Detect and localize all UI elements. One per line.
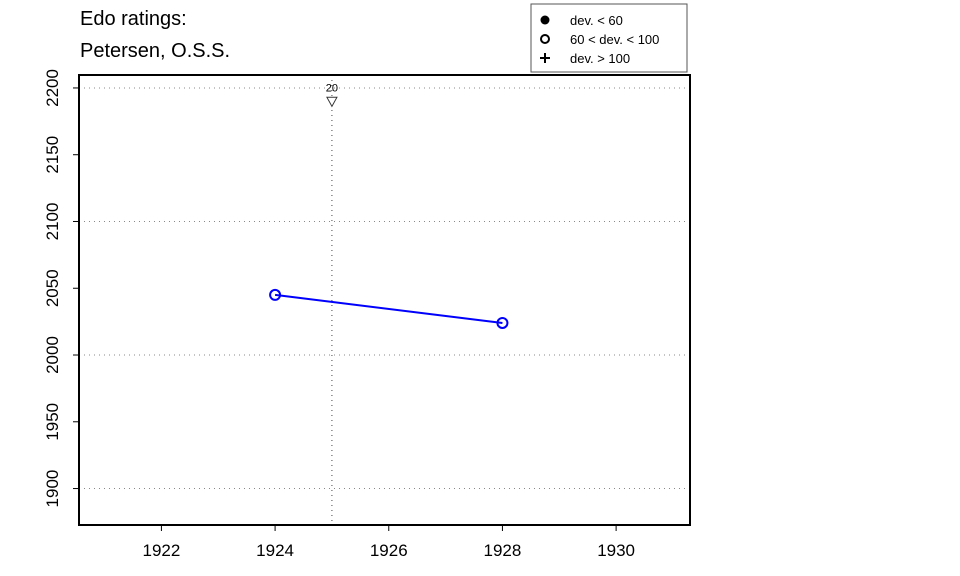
y-tick-label: 1900 (43, 470, 62, 508)
y-tick-label: 2000 (43, 336, 62, 374)
data-point (496, 316, 509, 329)
down-triangle-icon (326, 96, 338, 108)
filled-circle-icon (540, 15, 550, 25)
open-circle-icon (540, 34, 550, 44)
x-tick-label: 1928 (484, 541, 522, 560)
y-tick-label: 2150 (43, 136, 62, 174)
y-tick-label: 1950 (43, 403, 62, 441)
series-line (274, 293, 503, 324)
legend-label: dev. > 100 (570, 51, 630, 66)
chart-title-line-2: Petersen, O.S.S. (80, 40, 231, 62)
x-tick-label: 1930 (597, 541, 635, 560)
legend-label: dev. < 60 (570, 13, 623, 28)
x-tick-label: 1922 (142, 541, 180, 560)
data-point (269, 288, 282, 301)
y-tick-label: 2050 (43, 269, 62, 307)
x-tick-label: 1924 (256, 541, 294, 560)
x-tick-label: 1926 (370, 541, 408, 560)
chart-title-line-1: Edo ratings: (80, 8, 187, 30)
plot-frame (78, 74, 691, 526)
y-tick-label: 2100 (43, 203, 62, 241)
y-tick-label: 2200 (43, 69, 62, 107)
legend-label: 60 < dev. < 100 (570, 32, 659, 47)
plus-icon (540, 53, 550, 63)
legend-box (530, 3, 688, 73)
annotation-label: 20 (326, 82, 338, 94)
